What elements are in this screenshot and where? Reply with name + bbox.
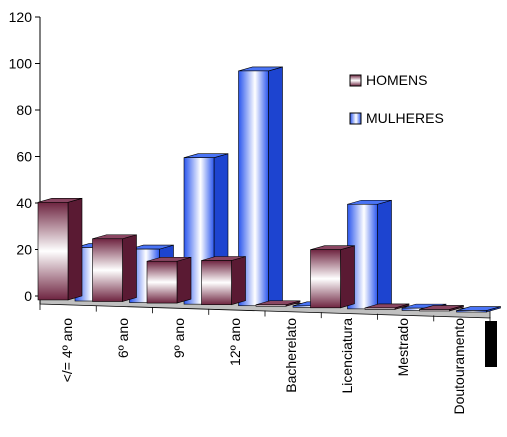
y-tick-label: 40: [16, 195, 32, 211]
y-tick-label: 60: [16, 149, 32, 165]
black-marker: [485, 321, 497, 367]
x-tick-label: 12º ano: [227, 318, 243, 366]
y-tick-label: 0: [24, 288, 32, 304]
bar-mulheres-3: [238, 66, 283, 307]
legend-swatch: [349, 112, 362, 125]
bar-homens-4: [255, 300, 301, 307]
bar-mulheres-5: [347, 199, 392, 310]
bars: [37, 66, 501, 313]
y-tick-label: 100: [9, 56, 33, 72]
legend-label: MULHERES: [366, 110, 444, 126]
bar-homens-2: [146, 256, 192, 304]
x-tick-label: </= 4º ano: [59, 318, 75, 382]
bar-mulheres-7: [456, 306, 501, 313]
bar-homens-1: [92, 234, 137, 302]
x-tick-label: Bacherelato: [283, 318, 299, 393]
bar-homens-5: [310, 245, 355, 309]
bar-homens-6: [364, 303, 410, 310]
x-tick-label: 6º ano: [115, 318, 131, 358]
bar-homens-3: [201, 256, 246, 306]
x-tick-labels: </= 4º ano 6º ano 9º ano 12º ano Bacherelato…: [59, 318, 467, 415]
legend: HOMENS MULHERES: [349, 72, 444, 126]
y-tick-label: 120: [9, 9, 33, 25]
x-tick-label: Licenciatura: [339, 318, 355, 394]
legend-swatch: [349, 74, 362, 87]
bar-homens-7: [419, 305, 464, 312]
x-tick-label: Doutouramento: [451, 318, 467, 415]
legend-label: HOMENS: [366, 72, 427, 88]
x-tick-label: 9º ano: [171, 318, 187, 358]
y-tick-label: 80: [16, 102, 32, 118]
y-tick-label: 20: [16, 242, 32, 258]
x-tick-label: Mestrado: [395, 318, 411, 377]
bar-homens-0: [37, 197, 83, 301]
